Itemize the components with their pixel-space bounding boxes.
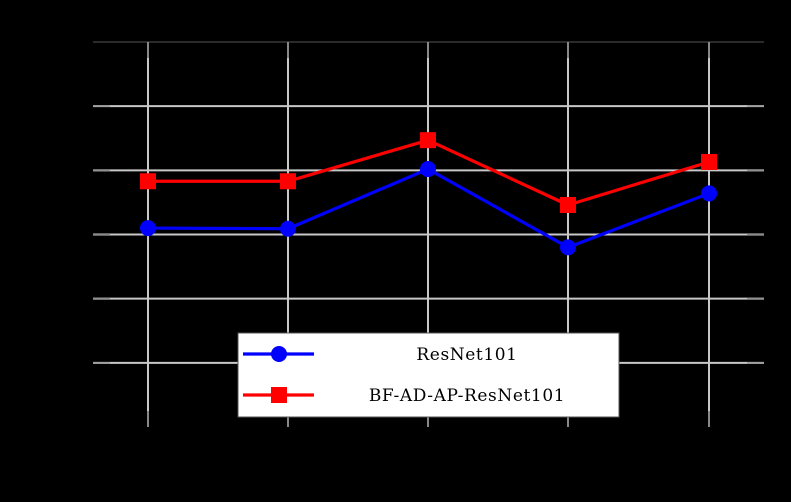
square-marker-icon: [701, 153, 717, 170]
square-marker-icon: [280, 173, 296, 190]
circle-marker-icon: [420, 161, 436, 178]
circle-marker-icon: [140, 220, 156, 237]
series-resnet101: [140, 161, 717, 256]
circle-marker-icon: [280, 220, 296, 237]
circle-marker-icon: [701, 185, 717, 202]
legend-box: [237, 332, 620, 418]
series-bf-ad-ap-resnet101: [140, 132, 717, 213]
legend-item-bf-ad-ap-resnet101: BF-AD-AP-ResNet101: [243, 386, 565, 406]
legend-label-resnet101: ResNet101: [416, 345, 517, 365]
legend-label-bf-ad-ap-resnet101: BF-AD-AP-ResNet101: [369, 386, 565, 406]
legend: ResNet101 BF-AD-AP-ResNet101: [237, 332, 620, 418]
square-marker-icon: [560, 196, 576, 213]
legend-item-resnet101: ResNet101: [243, 345, 517, 365]
data-series: [140, 132, 717, 256]
square-marker-icon: [420, 132, 436, 149]
circle-marker-icon: [560, 239, 576, 256]
circle-marker-icon: [271, 346, 287, 362]
square-marker-icon: [140, 173, 156, 190]
square-marker-icon: [271, 387, 287, 403]
